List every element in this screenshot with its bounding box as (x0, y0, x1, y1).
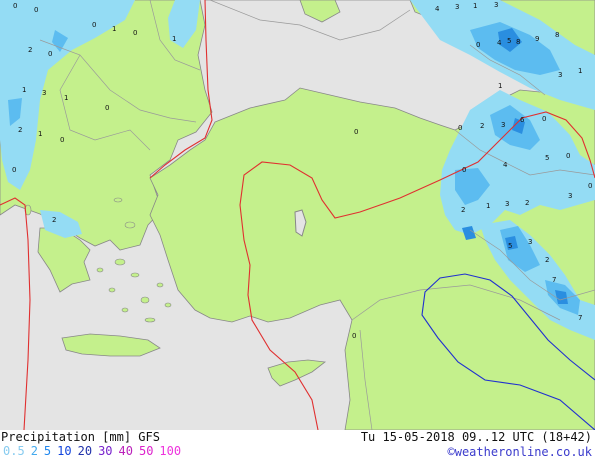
precip-label: 0 (105, 104, 109, 112)
precip-label: 3 (505, 200, 509, 208)
precip-label: 1 (112, 25, 116, 33)
valid-time: Tu 15-05-2018 09..12 UTC (18+42) (360, 430, 592, 444)
precip-label: 3 (455, 3, 459, 11)
precip-label: 0 (352, 332, 356, 340)
precip-label: 3 (568, 192, 572, 200)
precip-label: 4 (435, 5, 440, 13)
precip-label: 1 (64, 94, 68, 102)
precip-label: 0 (458, 124, 462, 132)
legend-item: 40 (118, 444, 133, 458)
precip-label: 0 (462, 166, 466, 174)
precip-label: 3 (42, 89, 46, 97)
precip-label: 0 (92, 21, 96, 29)
precip-label: 0 (60, 136, 64, 144)
land-crimea (299, 0, 341, 23)
precip-label: 4 (497, 39, 502, 47)
precip-label: 1 (473, 2, 477, 10)
precip-label: 1 (38, 130, 42, 138)
precip-label: 2 (461, 206, 465, 214)
map-title: Precipitation [mm] GFS (1, 430, 160, 444)
precip-label: 0 (34, 6, 38, 14)
precip-label: 0 (12, 166, 16, 174)
isobar-red-west (0, 197, 31, 430)
precip-label: 1 (498, 82, 502, 90)
precip-label: 0 (13, 2, 17, 10)
credit-link[interactable]: ©weatheronline.co.uk (447, 445, 593, 459)
isobar-blue (421, 273, 595, 430)
legend-item: 0.5 (3, 444, 25, 458)
lake-tuz (294, 209, 307, 237)
precip-label: 8 (516, 38, 520, 46)
precip-label: 3 (494, 1, 498, 9)
precip-label: 0 (133, 29, 137, 37)
precip-label: 5 (545, 154, 549, 162)
precip-label: 1 (172, 35, 176, 43)
precip-label: 2 (18, 126, 22, 134)
precip-label: 6 (520, 116, 525, 124)
precip-label: 7 (552, 276, 556, 284)
precip-label: 2 (52, 216, 56, 224)
precip-label: 0 (354, 128, 358, 136)
precip-label: 0 (48, 50, 52, 58)
precip-label: 2 (28, 46, 32, 54)
precip-label: 7 (578, 314, 582, 322)
precip-label: 4 (503, 161, 508, 169)
precip-label: 1 (486, 202, 490, 210)
land-cyprus (267, 359, 327, 387)
legend-item: 10 (57, 444, 72, 458)
precip-label: 5 (508, 242, 512, 250)
map-footer: Precipitation [mm] GFS Tu 15-05-2018 09.… (0, 430, 595, 460)
precip-label: 3 (501, 121, 505, 129)
isobar-red-anatolia (239, 111, 595, 430)
legend-item: 30 (98, 444, 113, 458)
precip-label: 1 (578, 67, 582, 75)
precip-label: 2 (480, 122, 484, 130)
precip-label: 9 (535, 35, 539, 43)
precipitation-areas (0, 0, 595, 340)
country-borders (39, 0, 595, 430)
precip-label: 0 (566, 152, 570, 160)
precip-label: 0 (542, 115, 546, 123)
precip-label: 2 (525, 199, 529, 207)
legend-item: 5 (43, 444, 52, 458)
land-crete (61, 333, 161, 357)
precip-label: 0 (588, 182, 592, 190)
legend-item: 50 (138, 444, 154, 458)
precip-label: 0 (476, 41, 480, 49)
precip-legend: 0.5 2 5 10 20 30 40 50 100 (3, 445, 187, 458)
precip-label: 1 (22, 86, 26, 94)
precip-label: 8 (555, 31, 559, 39)
precip-label: 5 (507, 37, 511, 45)
aegean-islands (24, 197, 172, 323)
legend-item: 100 (159, 444, 182, 458)
land-peloponnese (37, 227, 91, 293)
legend-item: 20 (77, 444, 93, 458)
legend-item: 2 (30, 444, 38, 458)
precip-label: 3 (558, 71, 562, 79)
precip-label: 3 (528, 238, 532, 246)
precip-label: 2 (545, 256, 549, 264)
isobar-red-balkans (149, 0, 213, 179)
